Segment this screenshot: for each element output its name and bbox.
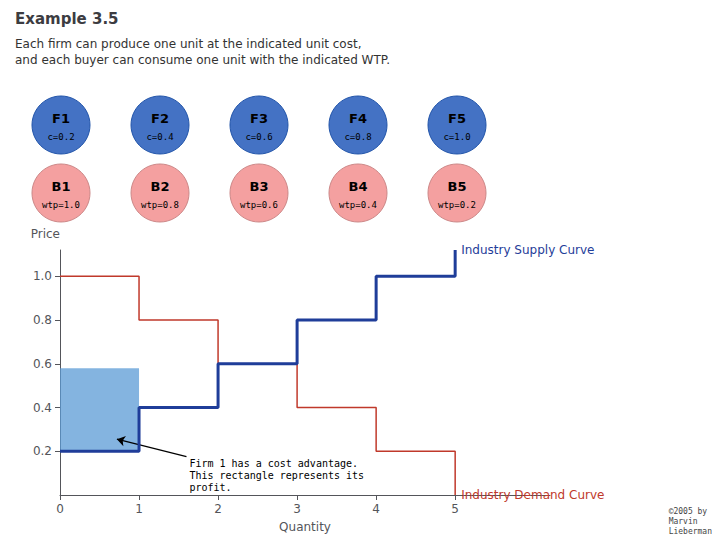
svg-text:4: 4 (372, 502, 380, 516)
svg-text:0.8: 0.8 (33, 313, 52, 327)
svg-text:F4: F4 (349, 111, 367, 126)
svg-text:5: 5 (451, 502, 459, 516)
svg-text:F2: F2 (151, 111, 169, 126)
svg-text:Quantity: Quantity (279, 520, 331, 534)
svg-text:0.4: 0.4 (33, 401, 52, 415)
svg-text:wtp=0.6: wtp=0.6 (240, 200, 278, 210)
svg-text:1: 1 (135, 502, 143, 516)
svg-text:2: 2 (214, 502, 222, 516)
svg-text:wtp=0.8: wtp=0.8 (141, 200, 179, 210)
svg-text:Marvin: Marvin (669, 517, 698, 526)
svg-text:©2005 by: ©2005 by (669, 507, 708, 516)
svg-text:F3: F3 (250, 111, 268, 126)
svg-text:0.6: 0.6 (33, 357, 52, 371)
svg-text:wtp=0.4: wtp=0.4 (339, 200, 377, 210)
svg-text:B3: B3 (250, 179, 269, 194)
svg-text:c=0.4: c=0.4 (146, 132, 173, 142)
svg-text:3: 3 (293, 502, 301, 516)
svg-text:B5: B5 (448, 179, 467, 194)
svg-text:B2: B2 (151, 179, 170, 194)
svg-text:Example 3.5: Example 3.5 (15, 10, 119, 28)
svg-text:c=0.6: c=0.6 (245, 132, 272, 142)
svg-text:profit.: profit. (189, 482, 231, 493)
svg-text:1.0: 1.0 (33, 269, 52, 283)
svg-text:wtp=1.0: wtp=1.0 (42, 200, 80, 210)
svg-text:B4: B4 (349, 179, 368, 194)
svg-text:and each buyer can consume one: and each buyer can consume one unit with… (15, 53, 390, 67)
svg-text:c=1.0: c=1.0 (443, 132, 470, 142)
svg-text:0.2: 0.2 (33, 444, 52, 458)
svg-text:c=0.8: c=0.8 (344, 132, 371, 142)
svg-text:Price: Price (31, 227, 60, 241)
svg-text:This rectangle represents its: This rectangle represents its (189, 470, 364, 481)
svg-text:Firm 1 has a cost advantage.: Firm 1 has a cost advantage. (189, 458, 358, 469)
svg-text:c=0.2: c=0.2 (47, 132, 74, 142)
svg-text:B1: B1 (52, 179, 71, 194)
svg-text:Each firm can produce one unit: Each firm can produce one unit at the in… (15, 37, 361, 51)
svg-text:Industry Supply Curve: Industry Supply Curve (461, 243, 594, 257)
svg-text:F5: F5 (448, 111, 466, 126)
svg-text:wtp=0.2: wtp=0.2 (438, 200, 476, 210)
svg-text:F1: F1 (52, 111, 70, 126)
svg-text:0: 0 (56, 502, 64, 516)
svg-text:Industry Demand Curve: Industry Demand Curve (461, 488, 604, 502)
svg-text:Lieberman: Lieberman (669, 527, 713, 536)
